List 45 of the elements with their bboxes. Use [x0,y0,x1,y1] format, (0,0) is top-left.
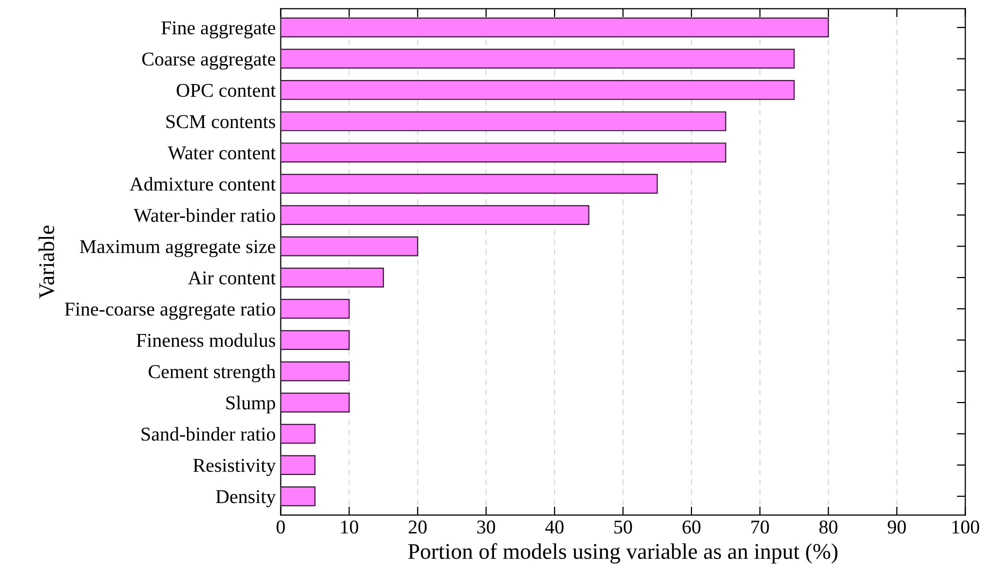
y-tick-label: Sand-binder ratio [142,427,276,441]
bar [280,455,316,475]
x-tick-label: 30 [477,520,496,534]
y-axis-title: Variable [38,226,54,299]
y-tick-label: Cement strength [148,364,276,382]
bar [280,392,350,412]
y-tick-label: Fine-coarse aggregate ratio [64,302,276,320]
bar [280,486,316,506]
bar [280,298,350,319]
bar [280,142,726,162]
bar [280,80,795,100]
bar [280,174,658,194]
y-tick-label: OPC content [176,84,276,97]
bar [280,236,418,256]
bar [280,205,590,225]
x-tick-label: 40 [545,520,564,534]
bar [280,48,795,69]
y-tick-label: SCM contents [166,115,276,128]
y-tick-label: Water-binder ratio [134,208,276,222]
y-tick-label: Fine aggregate [161,21,276,38]
x-tick-label: 90 [888,520,906,534]
x-tick-label: 10 [341,520,358,534]
bar [280,330,350,350]
x-tick-label: 80 [819,520,838,534]
y-tick-label: Slump [226,396,276,414]
y-tick-label: Water content [168,146,276,160]
y-tick-label: Air content [188,271,276,284]
x-tick-label: 50 [614,520,632,534]
x-tick-label: 0 [276,520,285,534]
x-tick-label: 70 [751,520,769,534]
bar [280,424,316,444]
y-tick-label: Density [216,490,276,508]
y-tick-label: Maximum aggregate size [80,240,276,258]
y-tick-label: Fineness modulus [136,333,276,347]
bar [280,111,726,132]
bar [280,268,384,288]
bar [280,18,829,38]
x-axis-title: Portion of models using variable as an input (%) [408,543,838,564]
x-tick-label: 20 [408,520,427,534]
y-tick-label: Admixture content [130,177,276,191]
bar [280,361,350,382]
x-tick-label: 60 [682,520,700,534]
y-tick-label: Resistivity [193,458,276,476]
x-tick-label: 100 [952,520,980,534]
y-tick-label: Coarse aggregate [142,52,276,70]
